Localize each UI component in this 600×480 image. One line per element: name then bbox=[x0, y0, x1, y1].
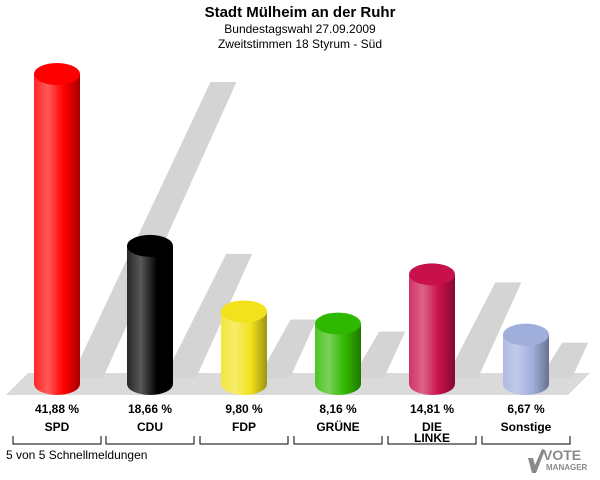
bar-shadow-cdu bbox=[164, 253, 253, 378]
bar-shadow-sonstige bbox=[540, 342, 589, 378]
chart-subtitle-district: Zweitstimmen 18 Styrum - Süd bbox=[217, 37, 383, 51]
bar-sonstige bbox=[503, 323, 549, 395]
category-bracket bbox=[481, 436, 571, 445]
bar-fdp bbox=[221, 300, 267, 395]
ballot-checkmark-icon bbox=[528, 449, 545, 473]
category-label: CDU bbox=[137, 420, 163, 434]
category-bracket bbox=[105, 436, 195, 445]
value-label: 8,16 % bbox=[319, 402, 357, 416]
value-label: 14,81 % bbox=[410, 402, 454, 416]
report-status: 5 von 5 Schnellmeldungen bbox=[6, 448, 148, 462]
value-label: 18,66 % bbox=[128, 402, 172, 416]
value-label: 6,67 % bbox=[507, 402, 545, 416]
category-bracket bbox=[293, 436, 383, 445]
category-bracket bbox=[12, 436, 102, 445]
chart-subtitle-election: Bundestagswahl 27.09.2009 bbox=[224, 22, 376, 36]
category-label: FDP bbox=[232, 420, 256, 434]
bar-shadow-fdp bbox=[258, 319, 317, 378]
bar-grüne bbox=[315, 312, 361, 395]
bar-cdu bbox=[127, 234, 173, 395]
bar-shadow-spd bbox=[71, 82, 237, 378]
bar-die-linke bbox=[409, 263, 455, 395]
vote-manager-logo: VOTE MANAGER bbox=[526, 446, 598, 478]
bar-spd bbox=[34, 63, 80, 395]
value-label: 41,88 % bbox=[35, 402, 79, 416]
bar-shadow-die-linke bbox=[446, 282, 522, 378]
chart-title: Stadt Mülheim an der Ruhr bbox=[204, 4, 396, 21]
logo-text-manager: MANAGER bbox=[546, 463, 588, 472]
category-bracket bbox=[387, 436, 477, 445]
logo-text-vote: VOTE bbox=[543, 447, 582, 463]
category-label: Sonstige bbox=[501, 420, 552, 434]
category-bracket bbox=[199, 436, 289, 445]
value-label: 9,80 % bbox=[225, 402, 263, 416]
category-label: LINKE bbox=[414, 431, 450, 445]
category-label: DIE bbox=[422, 420, 442, 434]
category-label: SPD bbox=[45, 420, 70, 434]
bar-shadow-grüne bbox=[352, 331, 406, 378]
category-label: GRÜNE bbox=[316, 419, 359, 434]
